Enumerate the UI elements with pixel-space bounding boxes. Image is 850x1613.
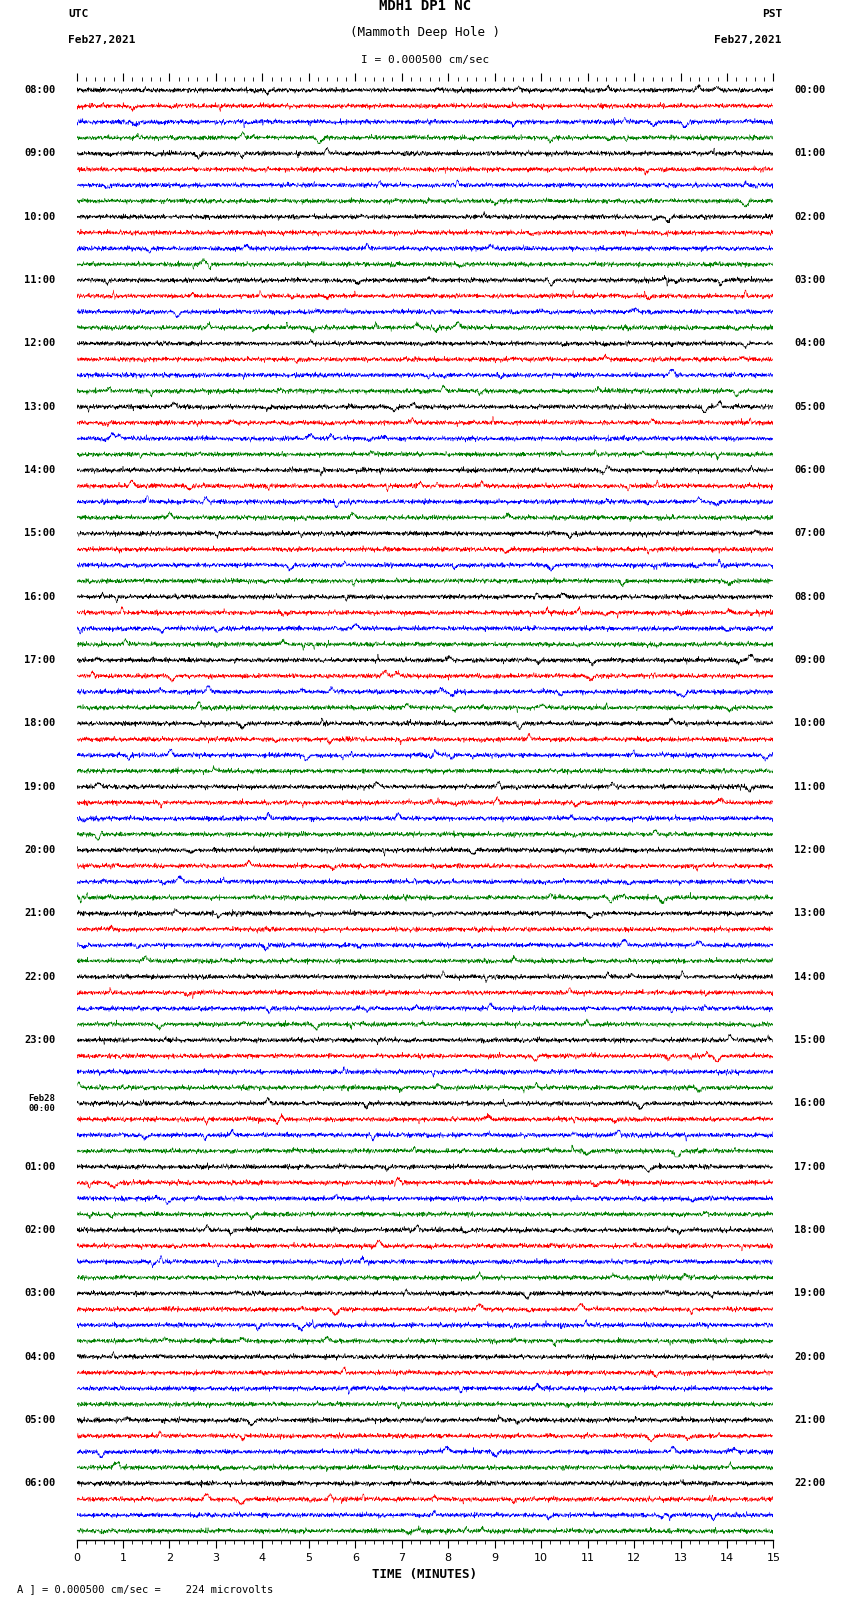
Text: 16:00: 16:00 — [25, 592, 55, 602]
Text: A ] = 0.000500 cm/sec =    224 microvolts: A ] = 0.000500 cm/sec = 224 microvolts — [17, 1584, 273, 1594]
Text: 06:00: 06:00 — [795, 465, 825, 476]
Text: MDH1 DP1 NC: MDH1 DP1 NC — [379, 0, 471, 13]
Text: 12:00: 12:00 — [25, 339, 55, 348]
Text: 04:00: 04:00 — [795, 339, 825, 348]
Text: 05:00: 05:00 — [795, 402, 825, 411]
Text: 14:00: 14:00 — [25, 465, 55, 476]
Text: 19:00: 19:00 — [795, 1289, 825, 1298]
Text: 07:00: 07:00 — [795, 529, 825, 539]
Text: 14:00: 14:00 — [795, 971, 825, 982]
Text: 02:00: 02:00 — [795, 211, 825, 223]
Text: 15:00: 15:00 — [795, 1036, 825, 1045]
Text: UTC: UTC — [68, 10, 88, 19]
Text: Feb27,2021: Feb27,2021 — [68, 35, 135, 45]
Text: 18:00: 18:00 — [795, 1226, 825, 1236]
Text: 03:00: 03:00 — [25, 1289, 55, 1298]
Text: 15:00: 15:00 — [25, 529, 55, 539]
Text: 20:00: 20:00 — [795, 1352, 825, 1361]
Text: 01:00: 01:00 — [795, 148, 825, 158]
Text: 09:00: 09:00 — [25, 148, 55, 158]
Text: 08:00: 08:00 — [25, 85, 55, 95]
Text: 17:00: 17:00 — [795, 1161, 825, 1171]
Text: 02:00: 02:00 — [25, 1226, 55, 1236]
Text: Feb28
00:00: Feb28 00:00 — [29, 1094, 55, 1113]
Text: 11:00: 11:00 — [25, 276, 55, 286]
Text: 23:00: 23:00 — [25, 1036, 55, 1045]
X-axis label: TIME (MINUTES): TIME (MINUTES) — [372, 1568, 478, 1581]
Text: I = 0.000500 cm/sec: I = 0.000500 cm/sec — [361, 55, 489, 65]
Text: 08:00: 08:00 — [795, 592, 825, 602]
Text: 01:00: 01:00 — [25, 1161, 55, 1171]
Text: 09:00: 09:00 — [795, 655, 825, 665]
Text: 17:00: 17:00 — [25, 655, 55, 665]
Text: 04:00: 04:00 — [25, 1352, 55, 1361]
Text: 22:00: 22:00 — [795, 1479, 825, 1489]
Text: 22:00: 22:00 — [25, 971, 55, 982]
Text: 20:00: 20:00 — [25, 845, 55, 855]
Text: 18:00: 18:00 — [25, 718, 55, 729]
Text: (Mammoth Deep Hole ): (Mammoth Deep Hole ) — [350, 26, 500, 39]
Text: 19:00: 19:00 — [25, 782, 55, 792]
Text: 00:00: 00:00 — [795, 85, 825, 95]
Text: 21:00: 21:00 — [25, 908, 55, 918]
Text: 21:00: 21:00 — [795, 1415, 825, 1426]
Text: 06:00: 06:00 — [25, 1479, 55, 1489]
Text: 13:00: 13:00 — [25, 402, 55, 411]
Text: 10:00: 10:00 — [795, 718, 825, 729]
Text: 12:00: 12:00 — [795, 845, 825, 855]
Text: 03:00: 03:00 — [795, 276, 825, 286]
Text: 05:00: 05:00 — [25, 1415, 55, 1426]
Text: 13:00: 13:00 — [795, 908, 825, 918]
Text: PST: PST — [762, 10, 782, 19]
Text: 16:00: 16:00 — [795, 1098, 825, 1108]
Text: 11:00: 11:00 — [795, 782, 825, 792]
Text: Feb27,2021: Feb27,2021 — [715, 35, 782, 45]
Text: 10:00: 10:00 — [25, 211, 55, 223]
